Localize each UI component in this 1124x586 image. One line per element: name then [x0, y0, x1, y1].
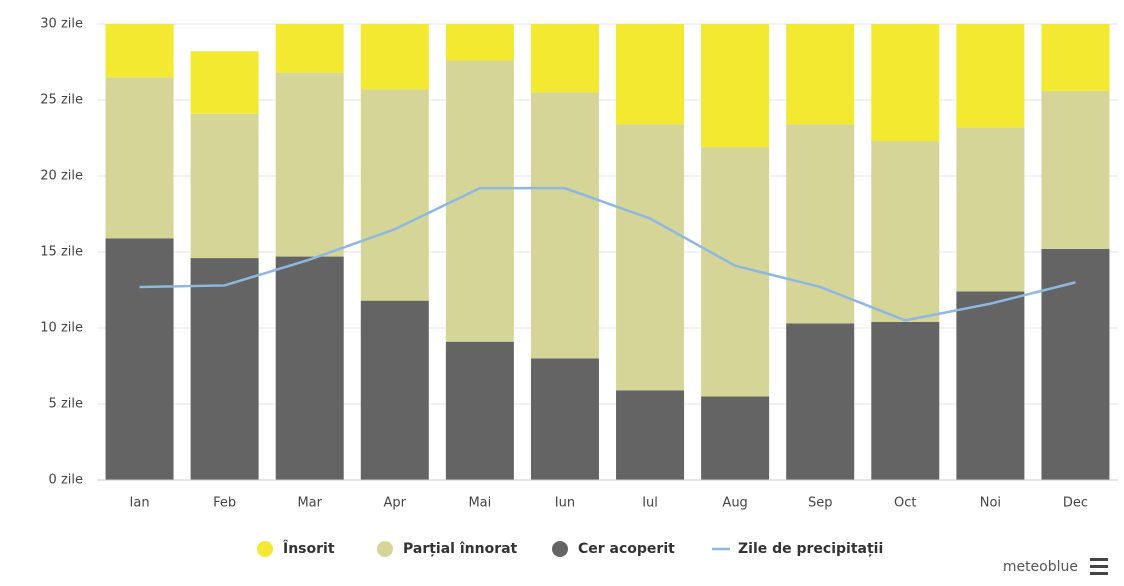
bar-segment [360, 24, 429, 90]
x-tick-label: Iun [555, 496, 575, 511]
x-tick-label: Sep [808, 496, 833, 511]
bar-segment [530, 92, 599, 359]
y-tick-label: 10 zile [40, 321, 83, 336]
legend-swatch [552, 541, 568, 557]
bar-segment [616, 390, 685, 480]
bar-segment [190, 113, 259, 259]
bar-segment [445, 341, 514, 480]
bar-segment [105, 77, 174, 239]
bar-segment [530, 24, 599, 93]
x-tick-label: Mar [297, 496, 322, 511]
bar-segment [275, 72, 344, 257]
x-tick-label: Dec [1063, 496, 1088, 511]
x-tick-label: Mai [468, 496, 491, 511]
x-tick-label: Ian [130, 496, 150, 511]
bar-segment [956, 24, 1025, 128]
bar-segment [275, 24, 344, 73]
y-tick-label: 25 zile [40, 93, 83, 108]
x-tick-label: Apr [384, 496, 407, 511]
legend-item[interactable]: Însorit [257, 540, 335, 557]
bar-segment [786, 24, 855, 125]
y-tick-label: 20 zile [40, 169, 83, 184]
bar-segment [530, 358, 599, 480]
bar-segment [871, 24, 940, 142]
y-tick-label: 15 zile [40, 245, 83, 260]
menu-bar [1090, 558, 1108, 561]
bar-segment [105, 238, 174, 480]
bar-segment [1041, 24, 1110, 91]
menu-icon[interactable] [1090, 558, 1108, 575]
x-tick-label: Feb [213, 496, 236, 511]
legend-swatch [257, 541, 273, 557]
bar-segment [956, 127, 1025, 292]
x-tick-label: Iul [642, 496, 658, 511]
menu-bar [1090, 572, 1108, 575]
legend-swatch [377, 541, 393, 557]
credit: meteoblue [1003, 559, 1078, 575]
legend-item[interactable]: Zile de precipitații [712, 541, 883, 557]
bar-segment [786, 124, 855, 324]
bar-segment [956, 291, 1025, 480]
legend-label: Parțial înnorat [403, 541, 518, 557]
bar-segment [445, 60, 514, 342]
bar-segment [360, 300, 429, 480]
bar-segment [1041, 90, 1110, 249]
line [139, 186, 1076, 322]
bar-segment [871, 141, 940, 322]
bar-segment [190, 51, 259, 114]
bar-segment [445, 24, 514, 61]
y-tick-label: 30 zile [40, 17, 83, 32]
bar-segment [701, 396, 770, 480]
legend-label: Cer acoperit [578, 541, 675, 557]
bar-segment [871, 321, 940, 480]
y-tick-label: 0 zile [49, 473, 83, 488]
y-tick-label: 5 zile [49, 397, 83, 412]
legend-item[interactable]: Parțial înnorat [377, 541, 518, 557]
x-tick-label: Oct [894, 496, 916, 511]
menu-bar [1090, 565, 1108, 568]
x-tick-label: Noi [980, 496, 1001, 511]
x-tick-label: Aug [722, 496, 747, 511]
bar-segment [105, 24, 174, 78]
bar-segment [786, 323, 855, 480]
legend-label: Zile de precipitații [738, 541, 883, 557]
bar-segment [616, 24, 685, 125]
plot [105, 24, 1110, 480]
legend-label: Însorit [283, 540, 335, 557]
bar-segment [701, 24, 770, 148]
bar-segment [616, 124, 685, 391]
legend-item[interactable]: Cer acoperit [552, 541, 675, 557]
bar-segment [190, 258, 259, 480]
bar-segment [275, 256, 344, 480]
bar-segment [360, 89, 429, 301]
